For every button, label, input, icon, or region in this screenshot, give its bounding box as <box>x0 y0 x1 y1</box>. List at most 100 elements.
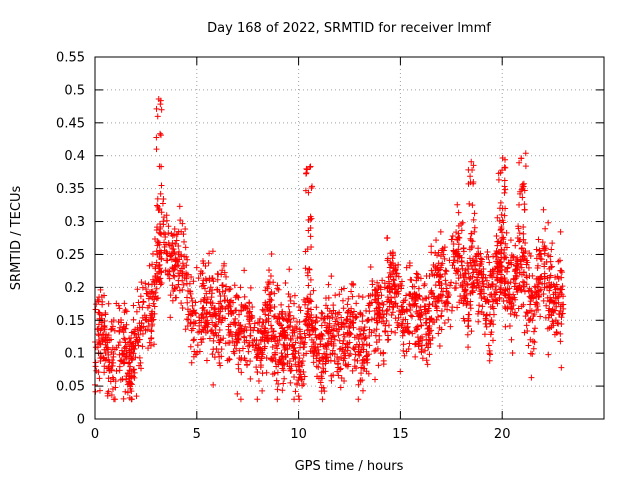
data-point <box>470 269 477 276</box>
data-point <box>167 253 174 260</box>
data-point <box>355 293 362 300</box>
data-point <box>465 344 472 351</box>
data-point <box>226 286 233 293</box>
data-point <box>140 299 147 306</box>
data-point <box>492 265 499 272</box>
data-point <box>154 251 161 258</box>
data-point <box>113 367 120 374</box>
data-point-spike <box>156 205 163 212</box>
data-point <box>323 328 330 335</box>
data-point <box>271 334 278 341</box>
data-point <box>510 302 517 309</box>
data-point <box>546 287 553 294</box>
data-point <box>548 246 555 253</box>
data-point <box>179 220 186 227</box>
data-point-spike <box>303 316 310 323</box>
data-point <box>184 323 191 330</box>
data-point <box>423 273 430 280</box>
data-point-spike <box>520 236 527 243</box>
data-point <box>115 318 122 325</box>
data-point <box>553 281 560 288</box>
data-point <box>107 378 114 385</box>
data-point <box>216 339 223 346</box>
data-point <box>548 264 555 271</box>
data-point <box>289 326 296 333</box>
data-point <box>279 324 286 331</box>
y-tick-label: 0 <box>77 413 85 428</box>
data-point <box>550 291 557 298</box>
data-point <box>557 330 564 337</box>
data-point <box>350 280 357 287</box>
data-point <box>475 318 482 325</box>
data-point <box>133 308 140 315</box>
data-point <box>120 329 127 336</box>
data-point-spike <box>156 241 163 248</box>
data-point-spike <box>154 113 161 120</box>
data-point <box>153 285 160 292</box>
data-point <box>180 263 187 270</box>
data-point <box>400 316 407 323</box>
data-point <box>441 244 448 251</box>
data-point <box>414 334 421 341</box>
data-point-spike <box>305 282 312 289</box>
data-point <box>101 336 108 343</box>
data-point <box>539 239 546 246</box>
data-point <box>282 315 289 322</box>
data-point <box>330 302 337 309</box>
data-point <box>108 318 115 325</box>
data-point <box>306 331 313 338</box>
data-point <box>179 304 186 311</box>
data-point <box>265 281 272 288</box>
data-point <box>389 303 396 310</box>
data-point <box>448 307 455 314</box>
data-point-spike <box>519 185 526 192</box>
data-point <box>435 292 442 299</box>
data-point <box>441 255 448 262</box>
data-point <box>172 294 179 301</box>
data-point <box>282 280 289 287</box>
data-point <box>277 330 284 337</box>
data-point <box>369 291 376 298</box>
data-point <box>312 331 319 338</box>
data-point <box>340 331 347 338</box>
data-point <box>292 388 299 395</box>
data-point <box>288 363 295 370</box>
data-point <box>496 258 503 265</box>
data-point <box>108 325 115 332</box>
data-point <box>125 360 132 367</box>
data-point <box>232 294 239 301</box>
data-point <box>307 276 314 283</box>
data-point <box>555 275 562 282</box>
data-point <box>555 293 562 300</box>
data-point <box>109 362 116 369</box>
data-point <box>526 293 533 300</box>
data-point <box>360 359 367 366</box>
data-point <box>271 290 278 297</box>
data-point <box>520 283 527 290</box>
data-point <box>395 314 402 321</box>
data-point <box>403 264 410 271</box>
data-point <box>480 271 487 278</box>
data-point <box>295 350 302 357</box>
data-point <box>122 339 129 346</box>
data-point <box>101 369 108 376</box>
data-point <box>355 381 362 388</box>
data-point <box>346 324 353 331</box>
data-point <box>540 206 547 213</box>
data-point <box>98 325 105 332</box>
data-point <box>257 347 264 354</box>
data-point <box>176 273 183 280</box>
data-point <box>525 342 532 349</box>
data-point <box>171 249 178 256</box>
data-point <box>96 387 103 394</box>
data-point <box>499 267 506 274</box>
data-point <box>316 332 323 339</box>
data-point <box>273 342 280 349</box>
data-point <box>363 341 370 348</box>
data-point <box>458 254 465 261</box>
data-point <box>287 312 294 319</box>
data-point <box>355 336 362 343</box>
data-point <box>450 259 457 266</box>
data-point <box>319 396 326 403</box>
data-point <box>406 340 413 347</box>
